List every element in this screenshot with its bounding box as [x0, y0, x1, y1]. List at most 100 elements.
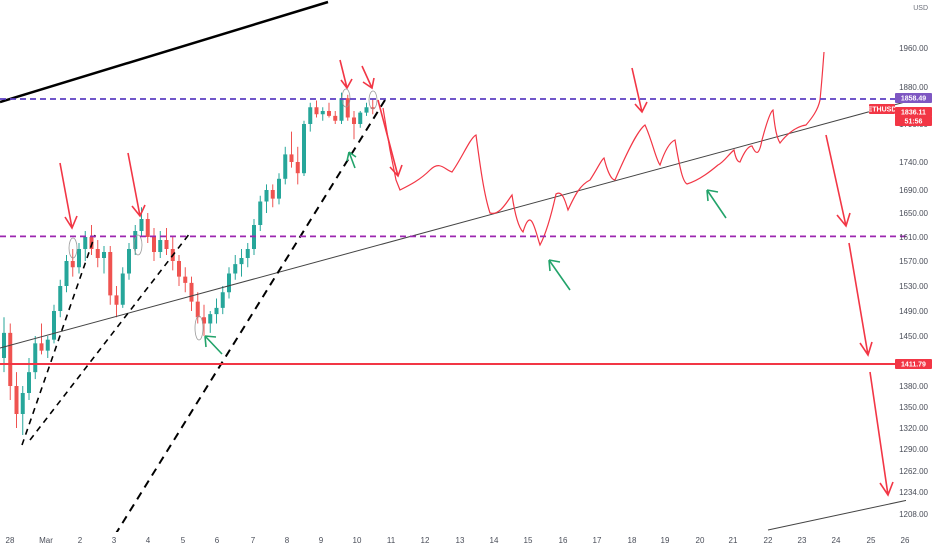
candle-body	[39, 343, 44, 351]
candle-body	[227, 273, 231, 293]
marker-2	[133, 234, 143, 256]
x-tick-labels: 28 Mar 2 3 4 5 6 7 8 9 10 11 12 13 14 15 16 17 18 19 20 21 22 2…	[6, 536, 910, 545]
candle-body	[245, 249, 250, 258]
arrow-down-2	[127, 152, 146, 218]
y-tick-label: 1380.00	[899, 382, 928, 391]
x-tick-label: 3	[112, 536, 117, 545]
x-tick-label: 13	[456, 536, 465, 545]
candle-body	[133, 231, 138, 249]
candle-body	[189, 282, 194, 302]
candle-body	[152, 237, 156, 252]
x-tick-label: 9	[319, 536, 324, 545]
x-tick-label: 2	[78, 536, 83, 545]
price-tag-text: 1836.11	[901, 110, 926, 117]
candle-body	[308, 107, 313, 124]
x-tick-label: 26	[901, 536, 910, 545]
candle-body	[45, 339, 50, 351]
candle-body	[52, 311, 56, 340]
arrow-up-1	[204, 335, 223, 355]
candle-body	[33, 343, 38, 373]
x-tick-label: 24	[832, 536, 841, 545]
x-tick-label: 11	[387, 536, 396, 545]
candle-body	[158, 240, 163, 252]
y-tick-label: 1960.00	[899, 44, 928, 53]
candle-body	[220, 292, 225, 308]
candle-body	[327, 110, 331, 116]
y-tick-label: 1610.00	[899, 233, 928, 242]
candle-body	[239, 258, 244, 265]
candle-body	[295, 162, 300, 174]
candle-body	[145, 219, 150, 237]
candle-body	[70, 261, 75, 268]
marker-5	[368, 90, 378, 110]
rising-support-line	[0, 101, 906, 349]
price-tag-symbol: ETHUSD	[868, 104, 897, 114]
time-axis: 28 Mar 2 3 4 5 6 7 8 9 10 11 12 13 14 15 16 17 18 19 20 21 22 2…	[0, 532, 932, 550]
candle-body	[352, 117, 356, 124]
red-arrows	[59, 59, 894, 497]
candle-body	[202, 317, 206, 324]
x-tick-label: 20	[696, 536, 705, 545]
candle-body	[64, 261, 69, 286]
candle-body	[27, 372, 31, 393]
highlight-markers	[68, 88, 378, 341]
x-tick-label: 8	[285, 536, 290, 545]
annotations	[0, 0, 909, 536]
candle-body	[214, 307, 219, 315]
candle-body	[183, 276, 188, 283]
price-tag-text: 1858.49	[901, 96, 926, 103]
candle-body	[277, 178, 281, 199]
y-tick-label: 1570.00	[899, 257, 928, 266]
candle-body	[83, 237, 88, 249]
candle-body	[345, 98, 350, 118]
candle-body	[358, 112, 363, 124]
price-tag-text: 51:56	[905, 119, 923, 126]
x-tick-label: Mar	[39, 536, 53, 545]
x-tick-label: 25	[867, 536, 876, 545]
dashed-trend-3	[114, 99, 386, 536]
y-tick-label: 1234.00	[899, 488, 928, 497]
price-tag-text: ETHUSD	[868, 107, 897, 114]
price-tags: 1858.49 ETHUSD 1836.11 51:56 1411.79	[868, 93, 932, 369]
x-tick-label: 4	[146, 536, 151, 545]
candle-body	[270, 190, 275, 199]
price-levels	[0, 98, 906, 365]
time-axis-background	[0, 532, 932, 550]
price-tag-last: 1836.11	[895, 107, 932, 117]
x-tick-label: 17	[593, 536, 602, 545]
arrow-up-4	[706, 189, 727, 219]
candle-body	[264, 190, 269, 202]
x-tick-label: 21	[729, 536, 738, 545]
price-axis: USD 1960.001880.001790.001740.001690.001…	[868, 0, 932, 532]
arrow-up-3	[548, 259, 571, 291]
x-tick-label: 23	[798, 536, 807, 545]
y-tick-label: 1262.00	[899, 467, 928, 476]
candle-body	[283, 154, 288, 179]
arrow-down-4	[361, 65, 375, 90]
x-tick-label: 19	[661, 536, 670, 545]
price-tag-support: 1411.79	[895, 359, 932, 369]
candle-body	[114, 295, 119, 305]
y-tick-label: 1350.00	[899, 403, 928, 412]
candle-body	[77, 249, 81, 268]
candle-body	[370, 107, 375, 110]
x-tick-label: 14	[490, 536, 499, 545]
candle-body	[58, 286, 63, 311]
candle-body	[139, 219, 144, 231]
candle-body	[102, 252, 106, 258]
candlestick-series	[2, 92, 375, 435]
candle-body	[314, 107, 319, 115]
x-tick-label: 15	[524, 536, 533, 545]
marker-1	[68, 237, 78, 259]
arrow-down-5	[631, 67, 648, 114]
marker-3	[194, 315, 204, 341]
dashed-trend-1	[21, 234, 96, 446]
y-tick-label: 1690.00	[899, 186, 928, 195]
y-tick-label: 1490.00	[899, 307, 928, 316]
projected-path	[382, 51, 825, 247]
arrow-down-3	[339, 59, 353, 90]
y-tick-label: 1450.00	[899, 332, 928, 341]
x-tick-label: 6	[215, 536, 220, 545]
